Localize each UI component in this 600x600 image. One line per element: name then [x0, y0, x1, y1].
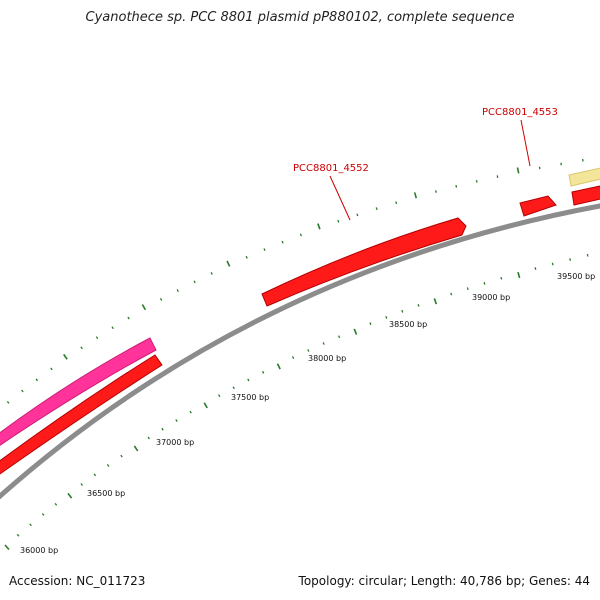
minor-tick	[54, 502, 58, 506]
minor-tick	[500, 276, 503, 280]
tick-label: 37500 bp	[231, 393, 269, 402]
minor-tick	[395, 201, 398, 205]
gene-track	[0, 167, 600, 481]
gene-arrow[interactable]	[0, 337, 157, 452]
major-tick	[516, 167, 520, 174]
topology-summary: Topology: circular; Length: 40,786 bp; G…	[298, 574, 590, 588]
minor-tick	[401, 309, 404, 313]
minor-tick	[466, 287, 469, 290]
minor-tick	[586, 253, 589, 257]
minor-tick	[483, 281, 486, 285]
major-tick	[276, 363, 281, 370]
minor-tick	[193, 280, 196, 284]
major-tick	[413, 192, 418, 199]
minor-tick	[455, 184, 458, 188]
minor-tick	[95, 336, 99, 340]
minor-tick	[127, 316, 130, 320]
minor-tick	[337, 219, 340, 223]
minor-tick	[356, 213, 359, 217]
minor-tick	[161, 427, 164, 431]
minor-tick	[245, 255, 248, 259]
minor-tick	[534, 267, 537, 270]
gene-arrow[interactable]	[568, 167, 600, 187]
minor-tick	[80, 483, 83, 486]
tick-label: 39000 bp	[472, 293, 510, 302]
major-tick	[67, 492, 73, 499]
tick-label: 38500 bp	[389, 320, 427, 329]
gene-label-pcc8801-4552[interactable]: PCC8801_4552	[293, 163, 369, 174]
major-tick	[63, 353, 68, 360]
minor-tick	[232, 386, 235, 390]
gene-label-leader	[329, 175, 351, 221]
major-tick	[141, 304, 147, 311]
minor-tick	[247, 378, 250, 382]
minor-tick	[189, 410, 192, 414]
backbone-arc	[0, 203, 600, 500]
minor-tick	[417, 303, 420, 307]
minor-tick	[93, 473, 97, 477]
major-tick	[133, 445, 139, 452]
gene-arrow-pcc8801-4552[interactable]	[261, 217, 467, 307]
minor-tick	[6, 401, 10, 404]
tick-label: 36500 bp	[87, 489, 125, 498]
major-tick	[203, 402, 208, 409]
minor-tick	[369, 322, 372, 326]
major-tick	[226, 260, 231, 267]
outer-tick-ring	[6, 158, 584, 404]
minor-tick	[375, 207, 378, 211]
tick-label: 37000 bp	[156, 438, 194, 447]
minor-tick	[291, 356, 295, 359]
minor-tick	[21, 389, 24, 393]
major-tick	[433, 298, 438, 305]
major-tick	[353, 328, 358, 335]
tick-label: 36000 bp	[20, 546, 58, 555]
minor-tick	[159, 298, 163, 301]
minor-tick	[281, 240, 284, 244]
minor-tick	[475, 179, 478, 183]
minor-tick	[106, 464, 110, 467]
inner-tick-ring	[4, 253, 589, 551]
major-tick	[4, 544, 10, 551]
minor-tick	[263, 248, 266, 252]
minor-tick	[322, 342, 325, 345]
minor-tick	[261, 370, 265, 374]
minor-tick	[176, 289, 179, 292]
minor-tick	[210, 272, 213, 275]
minor-tick	[111, 326, 114, 330]
tick-label: 39500 bp	[557, 272, 595, 281]
gene-arrow[interactable]	[0, 354, 163, 481]
minor-tick	[41, 513, 45, 516]
minor-tick	[80, 346, 83, 350]
minor-tick	[120, 454, 123, 458]
gene-arrow[interactable]	[571, 185, 600, 206]
accession-text: Accession: NC_011723	[9, 574, 146, 588]
minor-tick	[218, 394, 221, 398]
minor-tick	[147, 436, 150, 440]
gene-arrow-pcc8801-4553[interactable]	[519, 195, 557, 217]
minor-tick	[35, 378, 39, 382]
minor-tick	[435, 190, 437, 193]
minor-tick	[385, 316, 388, 319]
map-title: Cyanothece sp. PCC 8801 plasmid pP880102…	[85, 10, 515, 25]
minor-tick	[50, 367, 53, 371]
minor-tick	[175, 419, 178, 422]
major-tick	[517, 271, 521, 279]
minor-tick	[29, 523, 32, 527]
minor-tick	[569, 258, 572, 261]
minor-tick	[450, 292, 453, 296]
gene-label-leader	[520, 119, 531, 167]
minor-tick	[307, 349, 310, 352]
minor-tick	[496, 175, 499, 178]
minor-tick	[338, 335, 341, 339]
minor-tick	[16, 533, 20, 537]
tick-label: 38000 bp	[308, 354, 346, 363]
gene-label-pcc8801-4553[interactable]: PCC8801_4553	[482, 107, 558, 118]
minor-tick	[299, 233, 302, 237]
minor-tick	[551, 262, 554, 266]
major-tick	[317, 223, 321, 230]
